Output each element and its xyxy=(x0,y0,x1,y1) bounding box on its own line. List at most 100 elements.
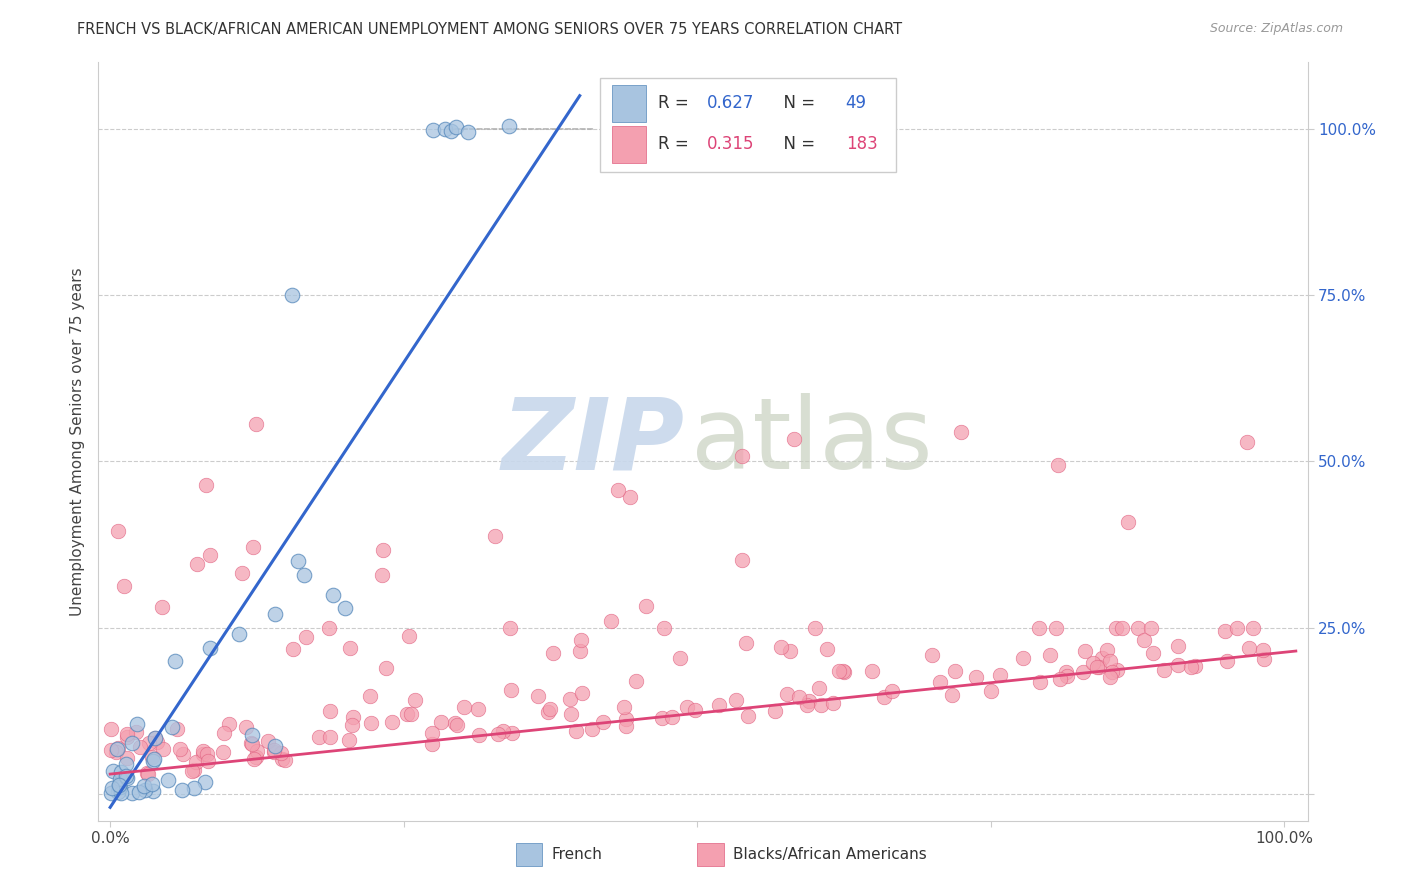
Point xyxy=(110,765,132,780)
Point xyxy=(929,674,952,689)
Point xyxy=(125,717,148,731)
Point xyxy=(198,640,221,655)
Point xyxy=(342,710,364,724)
Point xyxy=(1045,621,1067,635)
Point xyxy=(181,764,204,779)
Point xyxy=(121,786,143,800)
Point xyxy=(115,769,138,783)
Point xyxy=(1081,656,1104,670)
Point xyxy=(240,728,263,742)
Point xyxy=(191,744,214,758)
Point xyxy=(420,726,443,740)
Point xyxy=(110,786,132,800)
Point xyxy=(100,786,122,800)
Point xyxy=(263,739,285,753)
Point xyxy=(965,670,987,684)
Point xyxy=(108,778,131,792)
Point xyxy=(107,741,129,756)
Point xyxy=(1184,659,1206,673)
Point xyxy=(186,558,208,572)
Point xyxy=(499,683,522,698)
Point xyxy=(571,686,593,700)
Point xyxy=(873,690,896,704)
Text: atlas: atlas xyxy=(690,393,932,490)
Text: Source: ZipAtlas.com: Source: ZipAtlas.com xyxy=(1209,22,1343,36)
Point xyxy=(115,727,138,741)
Point xyxy=(776,687,799,701)
Point xyxy=(1039,648,1062,662)
Point xyxy=(156,773,179,788)
Point xyxy=(683,703,706,717)
Point xyxy=(1011,651,1033,665)
Text: 0.315: 0.315 xyxy=(707,136,754,153)
Point xyxy=(613,700,636,714)
Point xyxy=(1088,660,1111,674)
Point xyxy=(1142,646,1164,660)
Point xyxy=(318,704,340,718)
Point xyxy=(243,751,266,765)
Point xyxy=(263,745,285,759)
Point xyxy=(1241,621,1264,635)
Point xyxy=(457,125,479,139)
Point xyxy=(115,730,138,744)
Point xyxy=(1167,639,1189,653)
Point xyxy=(817,642,839,657)
Point xyxy=(104,745,127,759)
Point xyxy=(592,714,614,729)
Point xyxy=(560,692,582,706)
Point xyxy=(943,664,966,678)
Point xyxy=(136,765,159,780)
Point xyxy=(273,753,295,767)
Point xyxy=(395,706,418,721)
Point xyxy=(731,553,754,567)
Point xyxy=(194,478,217,492)
Text: N =: N = xyxy=(773,136,821,153)
Point xyxy=(235,720,257,734)
FancyBboxPatch shape xyxy=(600,78,897,172)
Point xyxy=(287,554,309,568)
Point xyxy=(571,633,593,648)
Point xyxy=(860,664,883,678)
Point xyxy=(318,621,340,635)
Point xyxy=(634,599,657,613)
Point xyxy=(486,727,509,741)
Point xyxy=(651,711,673,725)
Point xyxy=(319,730,342,744)
Point xyxy=(263,742,285,756)
Point xyxy=(941,688,963,702)
Point xyxy=(1028,675,1050,690)
Point xyxy=(569,644,592,658)
Point xyxy=(121,736,143,750)
Point xyxy=(988,668,1011,682)
Point xyxy=(380,715,402,730)
Point xyxy=(143,731,166,745)
Point xyxy=(245,417,267,431)
Point xyxy=(804,621,827,635)
Point xyxy=(169,742,191,756)
Bar xyxy=(613,126,647,162)
Point xyxy=(132,779,155,793)
Point xyxy=(468,728,491,742)
Point xyxy=(1167,657,1189,672)
Point xyxy=(115,757,138,772)
Point xyxy=(1098,670,1121,684)
Point xyxy=(142,754,165,768)
Point xyxy=(281,641,304,656)
Point xyxy=(1111,622,1133,636)
Point xyxy=(242,737,264,751)
Point xyxy=(1153,663,1175,677)
Text: 49: 49 xyxy=(845,95,866,112)
Point xyxy=(1139,621,1161,635)
Point xyxy=(142,784,165,798)
Point xyxy=(212,725,235,739)
Point xyxy=(823,696,845,710)
Point xyxy=(134,783,156,797)
Point xyxy=(1056,669,1078,683)
Point xyxy=(491,723,513,738)
Text: 183: 183 xyxy=(845,136,877,153)
Point xyxy=(443,715,465,730)
Point xyxy=(115,771,138,785)
Point xyxy=(439,124,461,138)
Point xyxy=(1097,643,1119,657)
Point xyxy=(404,692,426,706)
